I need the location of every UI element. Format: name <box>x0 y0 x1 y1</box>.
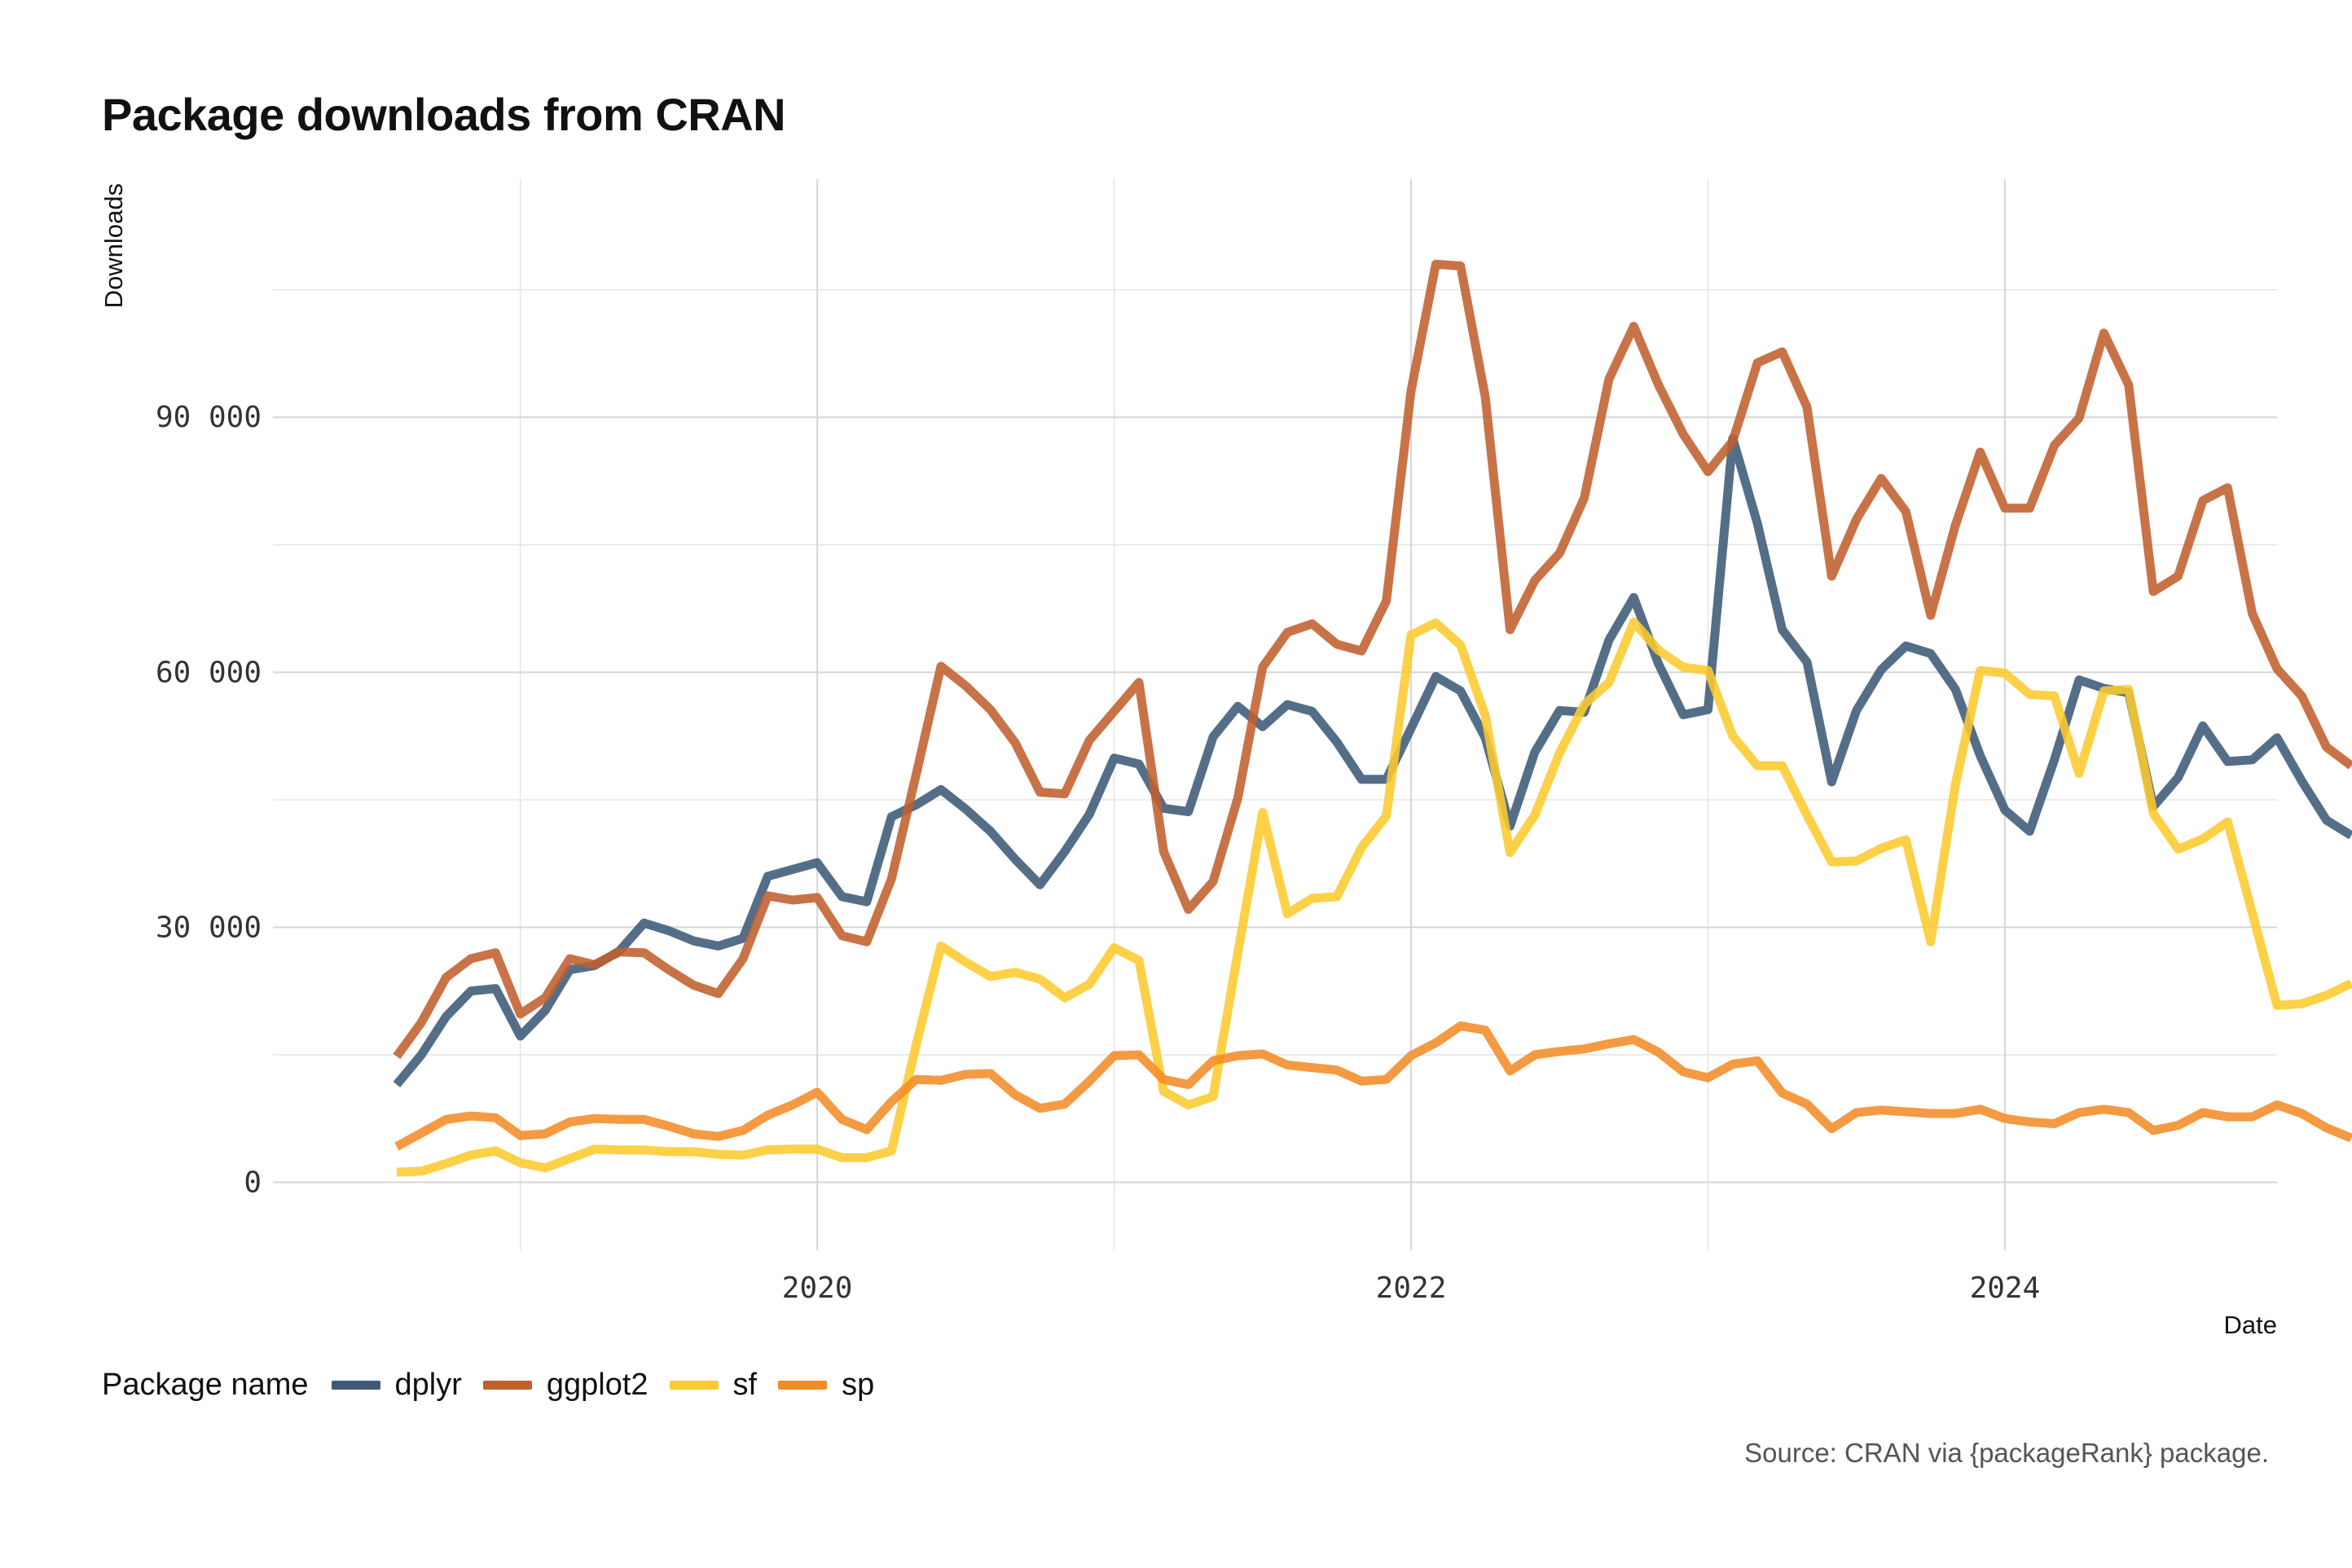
series-line-dplyr <box>393 433 2352 1088</box>
legend-item-sf: sf <box>669 1367 758 1403</box>
legend-label-dplyr: dplyr <box>394 1367 462 1402</box>
legend-label-sf: sf <box>732 1367 758 1402</box>
legend-item-ggplot2: ggplot2 <box>482 1367 648 1403</box>
series-line-sp <box>394 1021 2352 1151</box>
y-tick-label: 30 000 <box>156 911 262 944</box>
legend-key-dplyr <box>331 1380 380 1390</box>
y-tick-label: 90 000 <box>156 401 262 434</box>
legend-item-dplyr: dplyr <box>331 1367 462 1403</box>
legend-label-sp: sp <box>842 1367 875 1402</box>
legend-item-sp: sp <box>778 1368 874 1403</box>
legend-items: dplyr ggplot2 sf sp <box>331 1367 896 1403</box>
legend-label-ggplot2: ggplot2 <box>546 1367 648 1402</box>
series-line-ggplot2 <box>393 259 2352 1060</box>
y-tick-labels: 0 30 000 60 000 90 000 <box>156 401 262 1199</box>
x-tick-label: 2024 <box>1970 1272 2041 1305</box>
y-tick-label: 0 <box>244 1166 262 1200</box>
y-tick-label: 60 000 <box>156 656 262 689</box>
chart-caption: Source: CRAN via {packageRank} package. <box>1744 1438 2269 1468</box>
legend-key-sf <box>669 1380 719 1390</box>
legend-title: Package name <box>102 1367 309 1402</box>
x-axis-label: Date <box>2224 1311 2277 1339</box>
legend-key-ggplot2 <box>482 1380 532 1390</box>
x-tick-label: 2022 <box>1376 1272 1447 1305</box>
series-line-sf <box>396 617 2352 1177</box>
x-tick-label: 2020 <box>782 1272 853 1305</box>
legend-key-sp <box>778 1380 828 1390</box>
series-lines <box>393 259 2352 1177</box>
y-axis-label: Downloads <box>99 183 128 308</box>
x-tick-labels: 2020 2022 2024 <box>782 1272 2040 1305</box>
chart-title: Package downloads from CRAN <box>102 89 786 140</box>
legend: Package name dplyr ggplot2 sf sp <box>102 1360 895 1409</box>
